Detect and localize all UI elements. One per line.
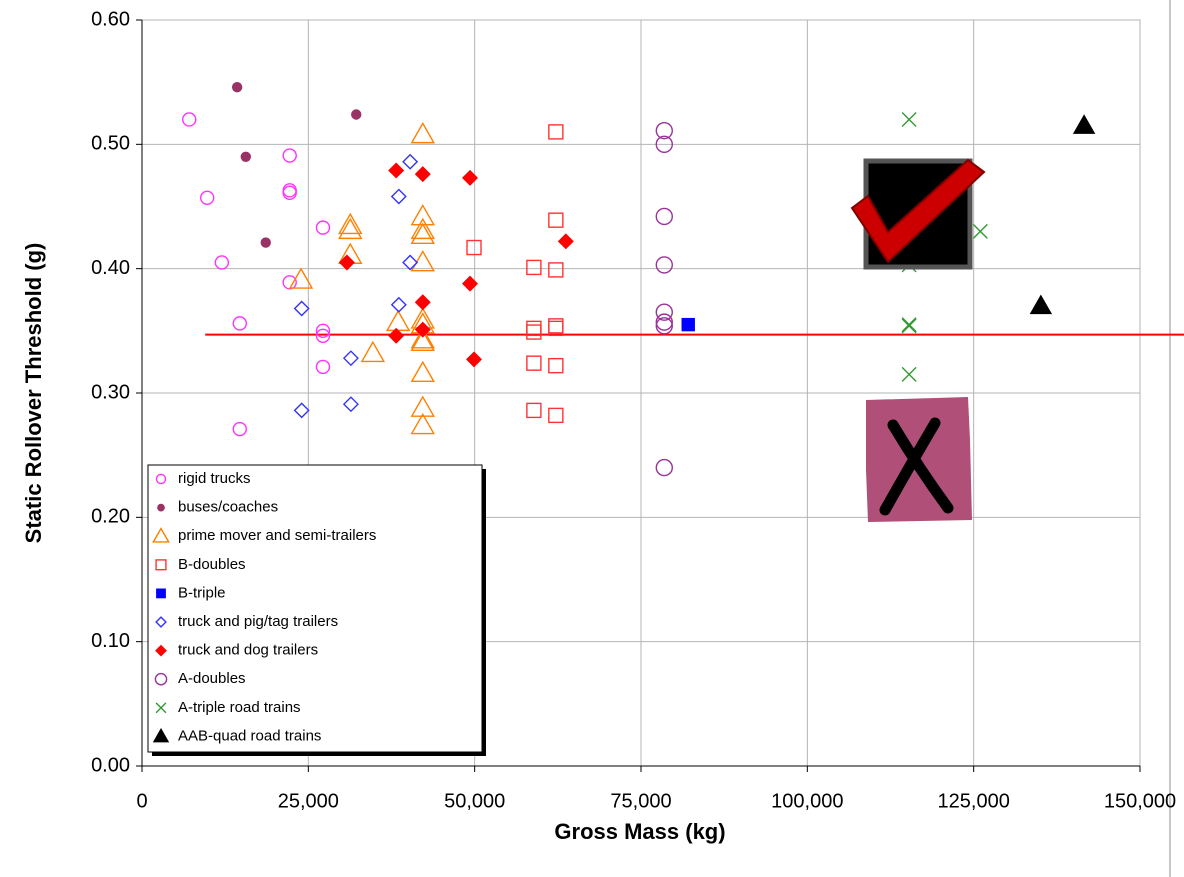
x-tick-label: 50,000 <box>444 790 505 812</box>
x-tick-label: 100,000 <box>771 790 843 812</box>
y-tick-label: 0.50 <box>91 133 130 155</box>
y-tick-label: 0.20 <box>91 506 130 528</box>
y-axis-title: Static Rollover Threshold (g) <box>21 243 46 544</box>
chart: Gross Mass (kg) Static Rollover Threshol… <box>0 0 1184 877</box>
cross-icon <box>866 397 972 522</box>
x-tick-label: 150,000 <box>1104 790 1176 812</box>
x-tick-label: 0 <box>136 790 147 812</box>
x-tick-label: 75,000 <box>610 790 671 812</box>
x-tick-label: 125,000 <box>938 790 1010 812</box>
legend-label: B-doubles <box>178 556 246 573</box>
point <box>352 110 361 119</box>
x-axis-title: Gross Mass (kg) <box>554 819 725 844</box>
legend-marker <box>158 504 164 510</box>
legend-label: buses/coaches <box>178 499 278 516</box>
y-tick-label: 0.30 <box>91 381 130 403</box>
check-icon <box>852 160 984 267</box>
legend-label: A-doubles <box>178 670 246 687</box>
legend-label: A-triple road trains <box>178 699 301 716</box>
legend-label: AAB-quad road trains <box>178 727 321 744</box>
y-tick-label: 0.40 <box>91 257 130 279</box>
legend-label: truck and pig/tag trailers <box>178 613 338 630</box>
point <box>241 152 250 161</box>
point <box>682 319 694 331</box>
y-tick-label: 0.10 <box>91 630 130 652</box>
point <box>233 83 242 92</box>
legend-label: truck and dog trailers <box>178 642 318 659</box>
y-tick-label: 0.60 <box>91 8 130 30</box>
legend-label: B-triple <box>178 584 226 601</box>
legend-label: rigid trucks <box>178 470 251 487</box>
legend-marker <box>157 589 165 597</box>
y-tick-label: 0.00 <box>91 754 130 776</box>
x-tick-label: 25,000 <box>278 790 339 812</box>
legend: rigid trucks buses/coaches prime mover and… <box>148 465 486 756</box>
point <box>261 238 270 247</box>
legend-label: prime mover and semi-trailers <box>178 527 376 544</box>
